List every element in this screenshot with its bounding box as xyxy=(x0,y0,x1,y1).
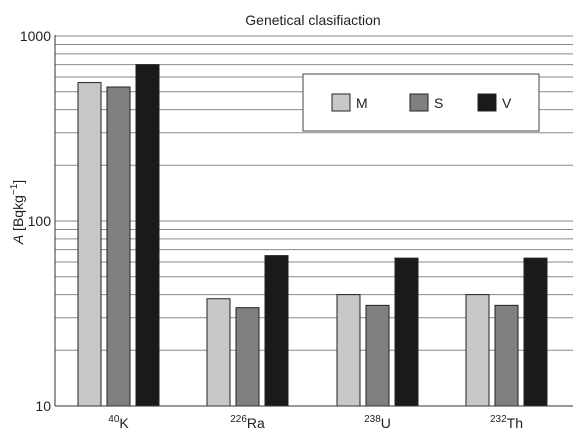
bar-S-Ra xyxy=(235,307,260,407)
y-tick-label: 10 xyxy=(35,398,51,414)
y-axis-label-symbol: A xyxy=(10,235,26,245)
legend-label-V: V xyxy=(502,95,512,111)
y-axis-label-unit: [Bqkg xyxy=(10,195,26,235)
bar-V-K xyxy=(135,64,160,407)
bar-S-U xyxy=(365,304,390,407)
x-tick-label-K: 40K xyxy=(108,414,129,430)
x-tick-mass: 232 xyxy=(490,414,507,425)
bars xyxy=(77,64,548,407)
x-tick-mass: 40 xyxy=(108,414,120,425)
y-tick-labels: 10 100 1000 xyxy=(20,28,51,414)
x-tick-label-U: 238U xyxy=(364,414,391,430)
y-axis-label-close: ] xyxy=(10,180,26,184)
x-tick-label-Th: 232Th xyxy=(490,414,523,430)
bar-V-Th xyxy=(523,257,548,407)
y-tick-label: 100 xyxy=(28,213,52,229)
x-tick-symbol: Th xyxy=(507,415,523,430)
bar-M-K xyxy=(77,82,102,407)
bar-V-Ra xyxy=(264,255,289,407)
x-tick-symbol: K xyxy=(119,415,129,430)
bar-M-Th xyxy=(465,294,490,407)
legend-swatch-M xyxy=(331,93,351,112)
x-tick-labels: 40K 226Ra 238U 232Th xyxy=(108,414,523,430)
y-axis-label: A [Bqkg−1] xyxy=(9,180,26,245)
y-tick-label: 1000 xyxy=(20,28,51,44)
legend-swatch-S xyxy=(409,93,429,112)
x-tick-symbol: Ra xyxy=(247,415,265,430)
bar-S-K xyxy=(106,86,131,407)
bar-M-U xyxy=(336,294,361,407)
y-axis-label-exponent: −1 xyxy=(9,183,20,195)
x-tick-mass: 238 xyxy=(364,414,381,425)
x-tick-label-Ra: 226Ra xyxy=(230,414,265,430)
legend-swatch-V xyxy=(477,93,497,112)
chart-title: Genetical clasifiaction xyxy=(245,12,380,28)
legend-label-S: S xyxy=(434,95,443,111)
x-tick-mass: 226 xyxy=(230,414,247,425)
bar-V-U xyxy=(394,257,419,407)
bar-S-Th xyxy=(494,304,519,407)
x-tick-symbol: U xyxy=(381,415,391,430)
bar-M-Ra xyxy=(206,298,231,407)
legend-label-M: M xyxy=(356,95,368,111)
